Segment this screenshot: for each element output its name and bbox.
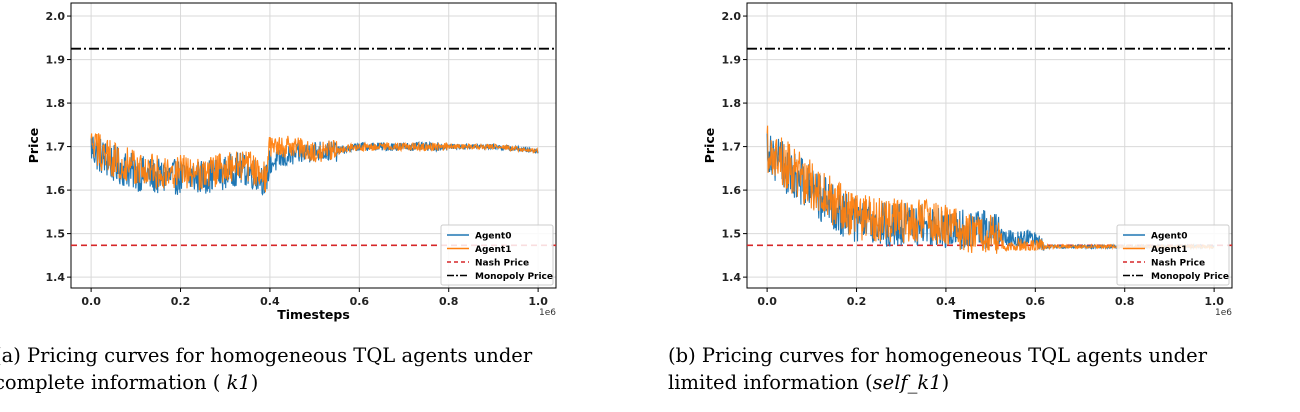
x-tick-label: 0.0 — [81, 295, 101, 308]
caption-a-line1: (a) Pricing curves for homogeneous TQL a… — [0, 344, 533, 367]
legend-label: Agent1 — [475, 245, 511, 255]
y-tick-label: 1.4 — [46, 271, 66, 284]
caption-a: (a) Pricing curves for homogeneous TQL a… — [0, 342, 532, 396]
x-tick-label: 0.2 — [171, 295, 191, 308]
y-tick-label: 1.8 — [46, 97, 66, 110]
caption-b-math: self_k1 — [872, 371, 942, 394]
y-tick-label: 1.6 — [722, 184, 742, 197]
legend-label: Agent1 — [1151, 245, 1187, 255]
x-tick-label: 0.4 — [936, 295, 956, 308]
y-tick-label: 1.5 — [46, 228, 66, 241]
caption-b: (b) Pricing curves for homogeneous TQL a… — [668, 342, 1207, 396]
legend: Agent0 Agent1 Nash Price Monopoly Price — [440, 224, 554, 286]
x-axis-label: Timesteps — [277, 307, 350, 322]
x-tick-label: 0.0 — [757, 295, 777, 308]
chart-panel-b: 1.4 1.5 1.6 1.7 1.8 1.9 2.0 0.0 0.2 0.4 0.6 0.8 1.0 T… — [702, 2, 1233, 322]
x-tick-label: 0.6 — [350, 295, 370, 308]
legend-box — [1116, 224, 1230, 286]
y-axis-label: Price — [702, 128, 717, 164]
y-tick-label: 1.6 — [46, 184, 66, 197]
legend-label: Monopoly Price — [475, 272, 553, 282]
x-tick-label: 0.6 — [1026, 295, 1046, 308]
caption-a-line2: complete information ( k1) — [0, 369, 532, 396]
caption-a-line2-end: ) — [250, 371, 259, 394]
y-axis-label: Price — [26, 128, 41, 164]
y-tick-label: 1.9 — [722, 54, 742, 67]
legend: Agent0 Agent1 Nash Price Monopoly Price — [1116, 224, 1230, 286]
chart-panel-a: 1.4 1.5 1.6 1.7 1.8 1.9 2.0 0.0 0.2 0.4 0.6 0.8 1.0 T… — [26, 2, 557, 322]
y-tick-label: 1.7 — [46, 141, 66, 154]
data-layer — [71, 47, 556, 247]
x-offset-label: 1e6 — [539, 308, 556, 318]
x-tick-label: 1.0 — [1204, 295, 1224, 308]
figure-canvas: 1.4 1.5 1.6 1.7 1.8 1.9 2.0 0.0 0.2 0.4 0.6 0.8 1.0 T… — [26, 2, 1233, 322]
y-tick-label: 1.5 — [722, 228, 742, 241]
data-layer — [747, 47, 1232, 254]
caption-b-line2-end: ) — [941, 371, 950, 394]
plot-frame — [746, 2, 1233, 289]
caption-a-line2-text: complete information ( — [0, 371, 227, 394]
y-tick-label: 1.9 — [46, 54, 66, 67]
legend-label: Nash Price — [475, 259, 529, 269]
plot-frame — [70, 2, 557, 289]
x-axis-label: Timesteps — [953, 307, 1026, 322]
y-tick-label: 2.0 — [46, 10, 66, 23]
legend-label: Monopoly Price — [1151, 272, 1229, 282]
y-tick-label: 1.8 — [722, 97, 742, 110]
x-tick-label: 0.8 — [439, 295, 459, 308]
agent1-line — [90, 133, 539, 193]
y-tick-label: 2.0 — [722, 10, 742, 23]
x-tick-label: 1.0 — [528, 295, 548, 308]
legend-box — [440, 224, 554, 286]
caption-b-line2-text: limited information ( — [668, 371, 873, 394]
legend-label: Agent0 — [475, 232, 511, 242]
x-offset-label: 1e6 — [1215, 308, 1232, 318]
caption-a-math: k1 — [226, 371, 251, 394]
x-tick-label: 0.8 — [1115, 295, 1135, 308]
x-tick-label: 0.4 — [260, 295, 280, 308]
legend-label: Nash Price — [1151, 259, 1205, 269]
caption-b-line2: limited information (self_k1) — [668, 369, 1207, 396]
legend-label: Agent0 — [1151, 232, 1187, 242]
y-tick-label: 1.7 — [722, 141, 742, 154]
x-tick-label: 0.2 — [847, 295, 867, 308]
caption-b-line1: (b) Pricing curves for homogeneous TQL a… — [668, 344, 1208, 367]
y-tick-label: 1.4 — [722, 271, 742, 284]
